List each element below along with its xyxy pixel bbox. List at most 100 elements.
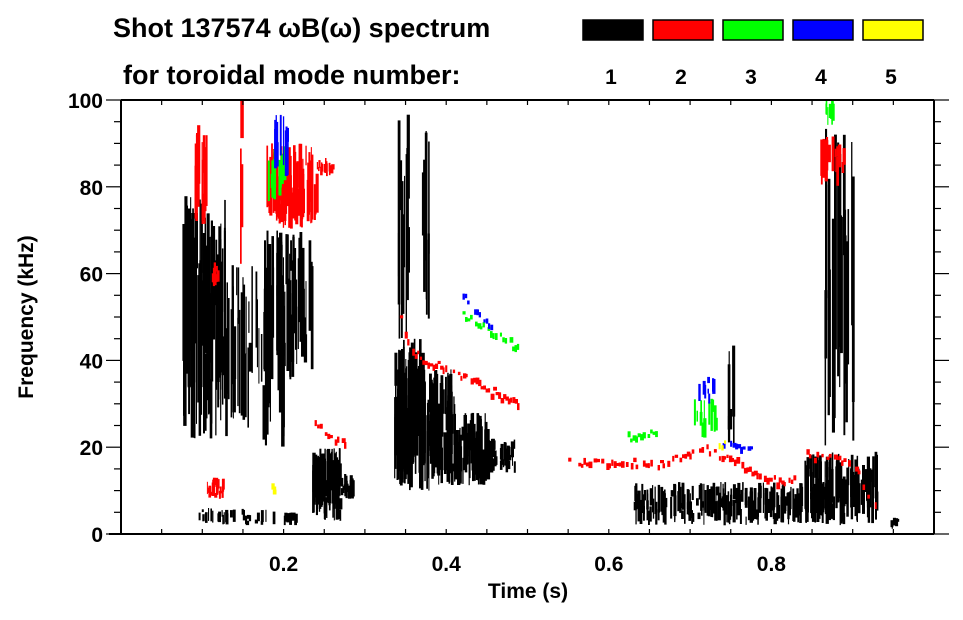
mode-2-ridge-point <box>473 377 477 383</box>
mode-1-streak <box>277 245 279 346</box>
mode-1-streak <box>326 449 329 501</box>
mode-1-streak <box>692 513 695 522</box>
mode-1-streak <box>777 495 780 519</box>
mode-4-ridge-point <box>483 319 486 323</box>
mode-2-streak <box>330 165 334 174</box>
mode-1-streak <box>476 418 480 456</box>
mode-1-streak <box>407 227 410 273</box>
mode-1-streak <box>337 481 341 496</box>
mode-2-ridge-point <box>437 360 441 364</box>
mode-1-streak <box>482 449 486 485</box>
mode-1-streak <box>286 278 290 371</box>
mode-3-ridge-point <box>637 433 641 438</box>
mode-1-streak <box>322 482 325 496</box>
mode-1-streak <box>507 446 511 460</box>
mode-1-streak <box>296 306 298 364</box>
mode-1-streak <box>428 141 430 254</box>
mode-3-streak <box>703 400 705 431</box>
mode-1-streak <box>512 449 513 466</box>
mode-2-ridge-point <box>701 447 705 453</box>
mode-2-ridge-point <box>601 458 605 464</box>
mode-1-streak <box>487 460 489 472</box>
mode-1-streak <box>394 414 397 469</box>
mode-1-streak <box>310 288 313 313</box>
mode-4-ridge-point <box>750 446 753 450</box>
mode-2-streak <box>842 148 846 165</box>
mode-2-ridge-point <box>691 449 695 454</box>
mode-1-streak <box>643 505 645 514</box>
mode-1-streak <box>770 487 774 511</box>
mode-2-ridge-point <box>728 455 733 463</box>
mode-1-streak <box>337 463 339 501</box>
mode-3-streak <box>273 160 276 195</box>
mode-2-ridge-point <box>776 482 781 490</box>
mode-1-streak <box>334 453 336 503</box>
mode-2-ridge-point <box>407 339 410 346</box>
mode-3-ridge-point <box>630 438 633 443</box>
mode-4-streak <box>704 384 707 399</box>
mode-2-streak <box>217 479 220 489</box>
mode-1-streak <box>646 489 649 521</box>
mode-1-streak <box>272 285 274 380</box>
mode-1-streak <box>207 213 210 335</box>
mode-2-ridge-point <box>630 463 634 470</box>
y-axis-label: Frequency (kHz) <box>15 235 38 398</box>
mode-2-ridge-point <box>874 502 877 509</box>
mode-3-ridge-point <box>475 321 478 327</box>
mode-4-ridge-point <box>490 324 494 331</box>
mode-1-streak <box>198 512 201 521</box>
mode-2-ridge-point <box>452 369 456 374</box>
mode-2-streak <box>221 490 224 498</box>
mode-2-streak <box>825 137 829 157</box>
mode-2-streak <box>218 490 221 499</box>
mode-1-streak <box>345 475 348 492</box>
mode-3-streak <box>268 160 270 201</box>
mode-1-streak <box>773 513 777 525</box>
mode-2-ridge-point <box>432 364 435 371</box>
mode-4-streak <box>279 114 282 156</box>
mode-2-streak <box>825 151 828 164</box>
mode-5-ridge-point <box>724 440 727 444</box>
mode-3-ridge-point <box>480 326 483 330</box>
mode-1-streak <box>846 467 849 517</box>
mode-1-streak <box>398 349 400 458</box>
mode-1-streak <box>437 403 440 467</box>
mode-1-streak <box>735 487 738 504</box>
mode-2-ridge-point <box>585 462 590 467</box>
mode-1-streak <box>294 521 297 526</box>
mode-1-streak <box>410 342 414 453</box>
mode-1-streak <box>202 233 206 273</box>
mode-1-streak <box>842 476 846 507</box>
mode-2-ridge-point <box>647 463 650 469</box>
mode-1-streak <box>635 494 638 509</box>
mode-1-streak <box>405 154 407 338</box>
mode-2-ridge-point <box>616 463 620 466</box>
mode-1-streak <box>728 501 732 520</box>
mode-1-streak <box>263 312 265 370</box>
mode-1-streak <box>287 513 291 522</box>
legend-swatch-mode-5 <box>862 19 924 41</box>
mode-1-streak <box>434 391 438 468</box>
mode-1-streak <box>423 159 426 292</box>
mode-2-streak <box>240 101 244 139</box>
mode-1-streak <box>292 512 296 521</box>
mode-3-ridge-point <box>502 337 505 343</box>
mode-1-streak <box>223 230 226 312</box>
mode-2-streak <box>307 162 310 215</box>
y-tick-label: 60 <box>80 264 103 287</box>
mode-2-streak <box>326 161 328 168</box>
legend-label-mode-2: 2 <box>675 66 687 89</box>
mode-1-streak <box>764 487 768 505</box>
mode-2-ridge-point <box>608 463 611 469</box>
mode-1-streak <box>742 482 744 491</box>
legend-swatch-mode-4 <box>792 19 854 41</box>
mode-2-streak <box>834 148 837 157</box>
mode-4-ridge-point <box>464 293 468 299</box>
mode-1-streak <box>287 234 289 302</box>
mode-2-streak <box>211 482 215 496</box>
mode-1-streak <box>399 160 403 211</box>
mode-1-streak <box>804 460 807 509</box>
mode-2-streak <box>214 274 218 283</box>
mode-1-streak <box>829 474 832 497</box>
